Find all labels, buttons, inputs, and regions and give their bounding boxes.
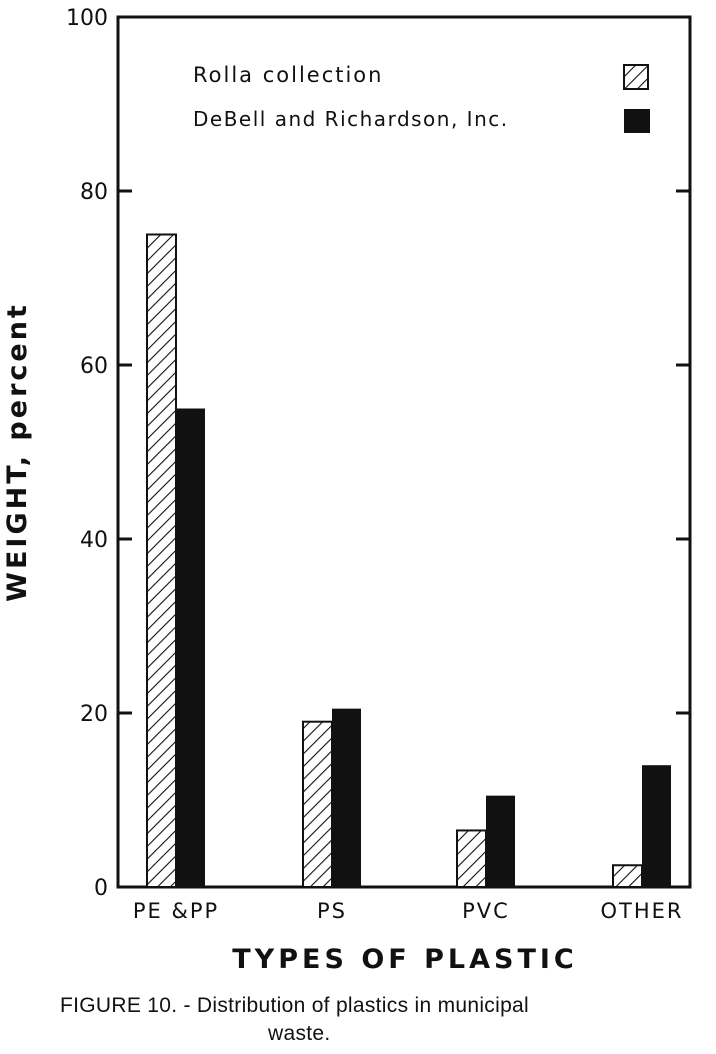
legend-swatch-solid (624, 109, 650, 133)
plot-frame (116, 15, 692, 889)
bar-rolla (146, 233, 177, 888)
y-tick-label: 0 (94, 876, 108, 901)
bar-debell (332, 708, 361, 887)
x-axis: PE &PP PS PVC OTHER (133, 899, 683, 923)
y-tick-label: 100 (66, 6, 108, 31)
bar-debell (176, 408, 205, 887)
figure-caption: FIGURE 10. - Distribution of plastics in… (60, 992, 700, 1048)
legend: Rolla collection DeBell and Richardson, … (193, 63, 650, 133)
bar-debell (642, 765, 671, 887)
caption-line-2: waste. (268, 1022, 331, 1045)
x-tick-label: PE &PP (133, 899, 219, 923)
legend-swatch-hatched (623, 64, 649, 90)
y-tick-label: 40 (80, 528, 108, 553)
x-axis-title: TYPES OF PLASTIC (232, 944, 577, 975)
y-axis: 0 20 40 60 80 100 (66, 6, 690, 901)
x-tick-label: OTHER (600, 899, 683, 923)
y-tick-label: 20 (80, 702, 108, 727)
y-tick-label: 60 (80, 354, 108, 379)
x-tick-label: PVC (462, 899, 510, 923)
bar-rolla (456, 829, 487, 889)
legend-label-rolla: Rolla collection (193, 63, 383, 87)
bar-debell (486, 795, 515, 887)
bar-rolla (612, 864, 643, 888)
bar-rolla (302, 720, 333, 889)
bars-group (146, 233, 671, 889)
caption-line-1: FIGURE 10. - Distribution of plastics in… (60, 994, 529, 1017)
legend-item-rolla: Rolla collection (193, 63, 649, 90)
legend-item-debell: DeBell and Richardson, Inc. (193, 107, 650, 133)
x-tick-label: PS (317, 899, 347, 923)
legend-label-debell: DeBell and Richardson, Inc. (193, 107, 509, 131)
y-tick-label: 80 (80, 180, 108, 205)
y-axis-title: WEIGHT, percent (2, 302, 33, 602)
